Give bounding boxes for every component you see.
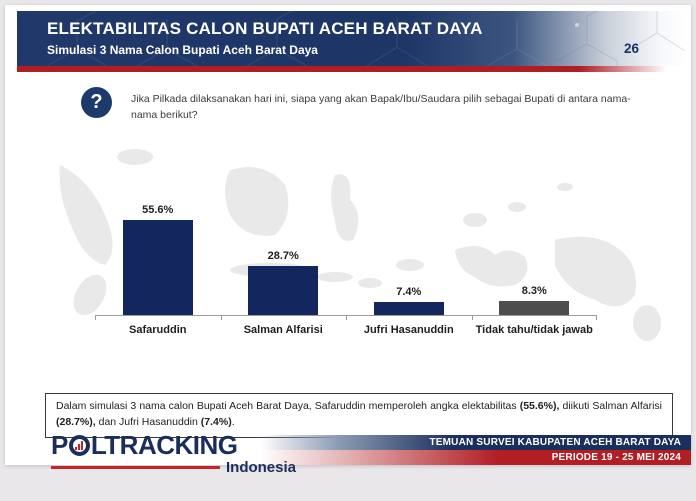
bar [499, 301, 570, 315]
indonesia-map-background [59, 149, 661, 341]
bar-chart: 55.6% 28.7% 7.4% 8.3% Safaruddin Salman Alfa… [95, 165, 597, 336]
bar-column: 7.4% [346, 286, 472, 315]
page-number: 26 [623, 41, 639, 56]
summary-box: Dalam simulasi 3 nama calon Bupati Aceh … [45, 393, 673, 438]
category-label: Salman Alfarisi [243, 324, 323, 336]
poltracking-wordmark: P LTRACKING [51, 430, 238, 460]
header-red-stripe [17, 66, 687, 72]
hexagon-pattern-decoration [46, 11, 686, 66]
footer-survey-banner: TEMUAN SURVEI KABUPATEN ACEH BARAT DAYA [260, 435, 691, 450]
footer-period-banner: PERIODE 19 - 25 MEI 2024 [260, 450, 691, 465]
summary-value-1: (55.6%), [519, 400, 560, 412]
category-label: Jufri Hasanuddin [363, 324, 454, 336]
slide: ELEKTABILITAS CALON BUPATI ACEH BARAT DA… [5, 5, 691, 476]
poltracking-o-chart-icon [68, 434, 90, 456]
chart-plot-area: 55.6% 28.7% 7.4% 8.3% [95, 165, 597, 315]
bar [373, 302, 444, 315]
question-text: Jika Pilkada dilaksanakan hari ini, siap… [131, 93, 631, 122]
bar [122, 220, 193, 315]
bar [248, 266, 319, 315]
page-subtitle: Simulasi 3 Nama Calon Bupati Aceh Barat … [47, 43, 318, 57]
category-label: Tidak tahu/tidak jawab [475, 324, 593, 336]
summary-value-2: (28.7%), [56, 415, 96, 428]
bar-value-label: 8.3% [521, 285, 547, 297]
page-title: ELEKTABILITAS CALON BUPATI ACEH BARAT DA… [47, 19, 483, 38]
category-label: Safaruddin [129, 324, 187, 336]
bar-column: 8.3% [472, 285, 598, 315]
logo-red-underline [51, 466, 220, 469]
bar-column: 28.7% [221, 250, 347, 315]
header-banner: ELEKTABILITAS CALON BUPATI ACEH BARAT DA… [17, 11, 687, 66]
bar-column: 55.6% [95, 204, 221, 315]
summary-text: Dalam simulasi 3 nama calon Bupati Aceh … [56, 400, 520, 412]
x-axis [95, 315, 597, 320]
bar-value-label: 28.7% [267, 250, 299, 262]
x-axis-labels: Safaruddin Salman Alfarisi Jufri Hasanuddi… [95, 320, 597, 336]
bar-value-label: 7.4% [396, 286, 422, 298]
question-mark-icon: ? [81, 87, 112, 118]
summary-value-3: (7.4%) [200, 415, 232, 428]
bar-value-label: 55.6% [142, 204, 174, 216]
